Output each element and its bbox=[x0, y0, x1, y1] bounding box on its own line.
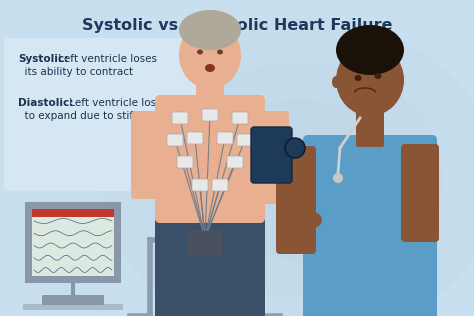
Ellipse shape bbox=[336, 44, 404, 116]
FancyBboxPatch shape bbox=[155, 207, 265, 316]
FancyBboxPatch shape bbox=[177, 156, 193, 168]
FancyBboxPatch shape bbox=[356, 103, 384, 147]
FancyBboxPatch shape bbox=[167, 134, 183, 146]
Ellipse shape bbox=[285, 138, 305, 158]
Text: Diastolic:: Diastolic: bbox=[18, 98, 73, 108]
FancyBboxPatch shape bbox=[303, 135, 437, 316]
Text: to expand due to stiffness: to expand due to stiffness bbox=[18, 111, 161, 121]
FancyBboxPatch shape bbox=[23, 304, 123, 310]
FancyBboxPatch shape bbox=[192, 179, 208, 191]
FancyBboxPatch shape bbox=[188, 231, 222, 255]
Text: Left ventricle loses its ability: Left ventricle loses its ability bbox=[66, 98, 219, 108]
FancyBboxPatch shape bbox=[131, 111, 167, 199]
Text: Systolic:: Systolic: bbox=[18, 54, 68, 64]
Ellipse shape bbox=[374, 73, 382, 79]
FancyBboxPatch shape bbox=[26, 203, 120, 282]
Ellipse shape bbox=[197, 50, 203, 54]
FancyBboxPatch shape bbox=[401, 144, 439, 242]
FancyBboxPatch shape bbox=[32, 209, 114, 276]
FancyBboxPatch shape bbox=[251, 127, 292, 183]
Ellipse shape bbox=[205, 64, 215, 72]
Ellipse shape bbox=[302, 212, 322, 228]
FancyBboxPatch shape bbox=[237, 134, 253, 146]
Ellipse shape bbox=[289, 226, 311, 244]
Text: Systolic vs. Diastolic Heart Failure: Systolic vs. Diastolic Heart Failure bbox=[82, 18, 392, 33]
FancyBboxPatch shape bbox=[196, 76, 224, 110]
FancyBboxPatch shape bbox=[4, 38, 207, 191]
Ellipse shape bbox=[336, 25, 404, 75]
FancyBboxPatch shape bbox=[42, 295, 104, 305]
Ellipse shape bbox=[102, 18, 474, 316]
FancyBboxPatch shape bbox=[32, 209, 114, 217]
FancyBboxPatch shape bbox=[212, 179, 228, 191]
FancyBboxPatch shape bbox=[187, 132, 203, 144]
Ellipse shape bbox=[332, 76, 340, 88]
FancyBboxPatch shape bbox=[253, 111, 289, 204]
Ellipse shape bbox=[179, 10, 241, 50]
Ellipse shape bbox=[217, 50, 223, 54]
FancyBboxPatch shape bbox=[232, 112, 248, 124]
FancyBboxPatch shape bbox=[202, 109, 218, 121]
FancyBboxPatch shape bbox=[155, 95, 265, 223]
Text: Left ventricle loses: Left ventricle loses bbox=[55, 54, 157, 64]
FancyBboxPatch shape bbox=[172, 112, 188, 124]
FancyBboxPatch shape bbox=[276, 146, 316, 254]
FancyBboxPatch shape bbox=[217, 132, 233, 144]
FancyBboxPatch shape bbox=[227, 156, 243, 168]
Ellipse shape bbox=[355, 75, 362, 81]
Ellipse shape bbox=[179, 21, 241, 89]
Ellipse shape bbox=[333, 173, 343, 183]
Ellipse shape bbox=[201, 99, 399, 261]
Text: its ability to contract: its ability to contract bbox=[18, 67, 133, 77]
Ellipse shape bbox=[157, 63, 443, 297]
